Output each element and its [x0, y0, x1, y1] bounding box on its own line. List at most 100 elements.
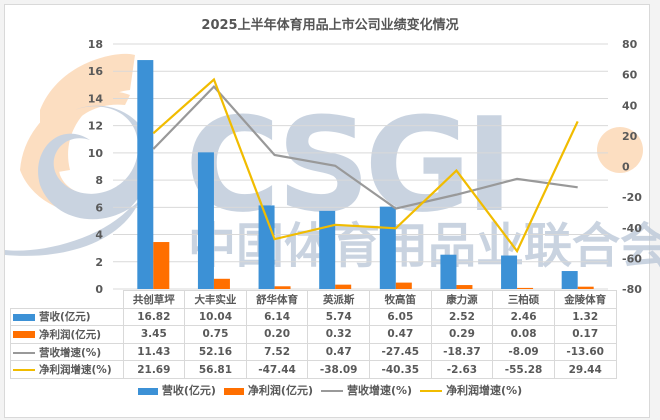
left-axis-tick: 4 — [95, 229, 103, 242]
table-header-row: 共创草坪 大丰实业 舒华体育 英派斯 牧高笛 康力源 三柏硕 金陵体育 — [11, 290, 617, 309]
table-cell: 2.46 — [492, 307, 555, 327]
right-axis-tick: 40 — [622, 99, 638, 112]
table-cell: 0.08 — [492, 325, 555, 344]
table-cell: 29.44 — [553, 360, 617, 379]
table-header-cell: 共创草坪 — [122, 290, 186, 309]
table-row: 营收(亿元) 16.82 10.04 6.14 5.74 6.05 2.52 2.46 1.32 — [10, 307, 617, 327]
table-cell: 7.52 — [245, 342, 309, 362]
table-row: 净利润增速(%) 21.69 56.81 -47.44 -38.09 -40.35 -2.6… — [10, 360, 617, 379]
data-table: 共创草坪 大丰实业 舒华体育 英派斯 牧高笛 康力源 三柏硕 金陵体育 营收(亿元) 16.82 1… — [10, 290, 617, 379]
row-label-text: 营收(亿元) — [39, 311, 91, 324]
left-axis-tick: 10 — [88, 147, 104, 160]
table-cell: -8.09 — [492, 342, 555, 362]
right-axis-tick: 20 — [622, 130, 638, 143]
profit-bar — [517, 287, 534, 289]
table-row: 净利润(亿元) 3.45 0.75 0.20 0.32 0.47 0.29 0.08 0.17 — [10, 325, 617, 344]
legend-item: 营收(亿元) — [137, 382, 216, 398]
profit-bar — [395, 282, 412, 289]
table-row-label: 营收增速(%) — [10, 342, 124, 362]
legend-key-icon — [13, 351, 35, 354]
table-header-cell: 牧高笛 — [369, 290, 432, 309]
row-label-text: 净利润增速(%) — [39, 364, 112, 377]
legend-bar-swatch-icon — [223, 387, 244, 395]
right-axis-tick: 60 — [622, 69, 638, 82]
left-axis-tick: 0 — [95, 283, 103, 296]
legend-line-swatch-icon — [420, 390, 443, 392]
revenue-bar — [440, 254, 457, 289]
table-cell: 0.47 — [307, 342, 370, 362]
right-axis-tick: 80 — [622, 38, 638, 51]
legend-key-icon — [13, 331, 35, 339]
table-header-cell: 康力源 — [430, 290, 494, 309]
table-header-cell: 英派斯 — [307, 290, 370, 309]
table-cell: 10.04 — [184, 307, 247, 327]
table-cell: 0.29 — [430, 325, 494, 344]
revenue-bar — [197, 152, 214, 289]
table-cell: 16.82 — [122, 307, 186, 327]
right-axis-tick: 0 — [622, 161, 630, 174]
table-cell: 5.74 — [307, 307, 370, 327]
table-header-cell: 舒华体育 — [245, 290, 309, 309]
profit-bar — [335, 284, 352, 289]
table-cell: -2.63 — [430, 360, 494, 379]
chart-title: 2025上半年体育用品上市公司业绩变化情况 — [201, 18, 459, 33]
table-cell: 3.45 — [122, 325, 186, 344]
legend-bar-swatch-icon — [137, 387, 158, 395]
revenue-bar — [501, 255, 518, 289]
legend-key-icon — [13, 313, 35, 321]
table-header-cell: 三柏硕 — [492, 290, 555, 309]
chart-legend: 营收(亿元) 净利润(亿元) 营收增速(%) 净利润增速(%) — [0, 382, 660, 398]
table-row-label: 净利润增速(%) — [10, 360, 124, 379]
table-header-cell: 金陵体育 — [553, 290, 617, 309]
table-cell: 0.32 — [307, 325, 370, 344]
left-axis-tick: 6 — [95, 201, 103, 214]
profit-bar — [274, 286, 291, 289]
table-cell: -27.45 — [369, 342, 432, 362]
legend-label: 营收(亿元) — [161, 384, 216, 397]
revenue-bar — [379, 206, 396, 289]
revenue-bar — [561, 271, 578, 289]
table-cell: -55.28 — [492, 360, 555, 379]
table-cell: 2.52 — [430, 307, 494, 327]
table-cell: -18.37 — [430, 342, 494, 362]
profit-growth-line — [152, 77, 579, 254]
table-corner — [11, 291, 124, 309]
right-axis-tick: -80 — [622, 283, 642, 296]
table-cell: 0.75 — [184, 325, 247, 344]
table-cell: 0.17 — [553, 325, 617, 344]
left-axis-tick: 18 — [88, 38, 103, 51]
profit-bar — [213, 278, 230, 289]
table-cell: 56.81 — [184, 360, 247, 379]
table-cell: 21.69 — [122, 360, 186, 379]
legend-line-swatch-icon — [320, 390, 343, 392]
legend-label: 净利润增速(%) — [446, 384, 523, 397]
table-row: 营收增速(%) 11.43 52.16 7.52 0.47 -27.45 -18.37 -8.… — [10, 342, 617, 362]
right-axis-tick: -20 — [622, 191, 642, 204]
table-row-label: 净利润(亿元) — [10, 325, 124, 344]
table-cell: 0.47 — [369, 325, 432, 344]
revenue-bar — [137, 60, 154, 289]
left-axis-tick: 12 — [88, 120, 103, 133]
row-label-text: 净利润(亿元) — [39, 328, 102, 341]
revenue-growth-line — [152, 85, 578, 210]
legend-label: 营收增速(%) — [346, 384, 413, 397]
row-label-text: 营收增速(%) — [39, 346, 102, 359]
table-cell: 11.43 — [122, 342, 186, 362]
table-cell: 52.16 — [184, 342, 247, 362]
table-header-cell: 大丰实业 — [184, 290, 247, 309]
table-cell: 6.05 — [369, 307, 432, 327]
table-cell: 6.14 — [245, 307, 309, 327]
table-cell: -38.09 — [307, 360, 370, 379]
right-axis-tick: -60 — [622, 252, 642, 265]
right-axis-tick: -40 — [622, 222, 642, 235]
revenue-bar — [319, 210, 336, 289]
left-axis-tick: 14 — [88, 92, 104, 105]
profit-bar — [153, 242, 170, 289]
legend-item: 营收增速(%) — [320, 382, 413, 398]
profit-bar — [577, 286, 594, 289]
legend-item: 净利润增速(%) — [420, 382, 522, 398]
table-row-label: 营收(亿元) — [10, 307, 124, 327]
table-cell: -47.44 — [245, 360, 309, 379]
legend-item: 净利润(亿元) — [223, 382, 313, 398]
table-cell: 0.20 — [245, 325, 309, 344]
